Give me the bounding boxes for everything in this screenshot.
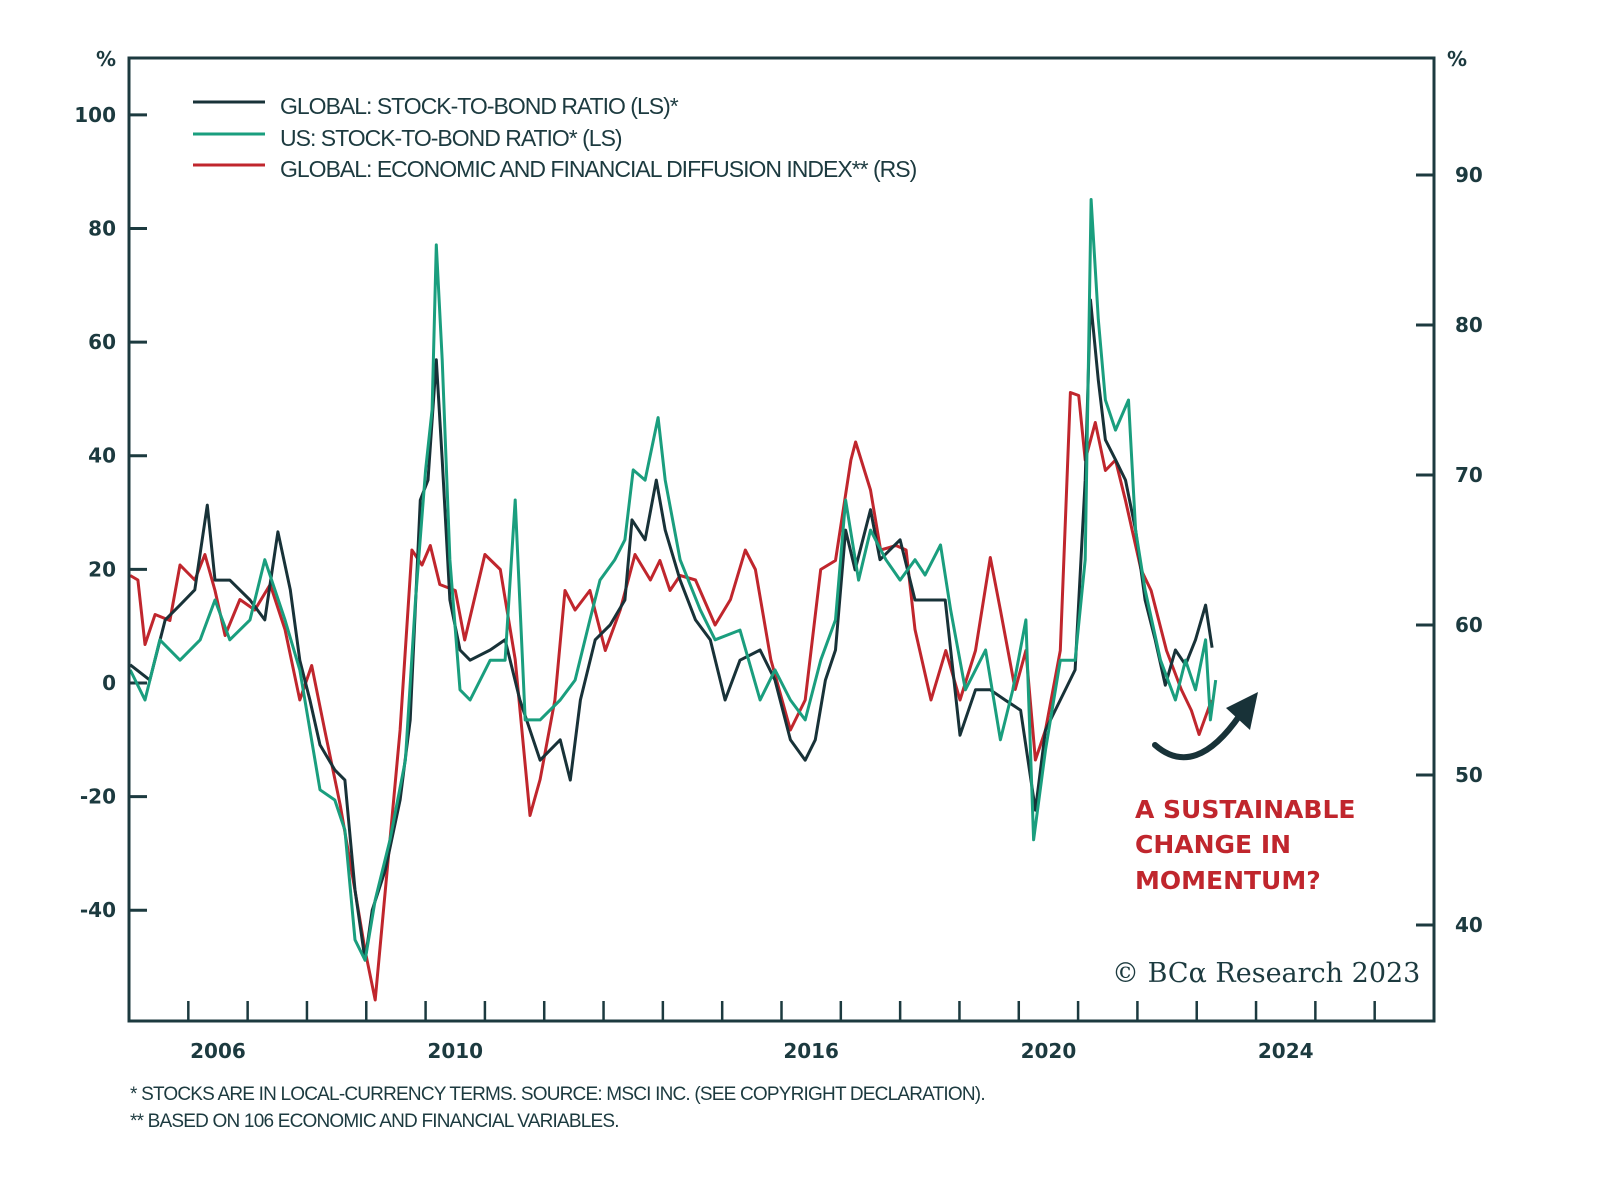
- diffusion-index-line: [129, 391, 1214, 1002]
- left-tick-label: 60: [88, 330, 116, 354]
- axis-ticks: [129, 113, 1434, 1021]
- legend: GLOBAL: STOCK-TO-BOND RATIO (LS)* US: ST…: [193, 93, 918, 182]
- right-tick-label: 80: [1455, 313, 1483, 337]
- left-tick-label: 80: [88, 216, 116, 240]
- left-tick-label: -40: [80, 898, 116, 922]
- x-tick-label: 2006: [190, 1039, 246, 1063]
- callout-line-1: A SUSTAINABLE: [1135, 795, 1355, 824]
- left-tick-label: 40: [88, 444, 116, 468]
- right-axis-unit: %: [1447, 47, 1467, 71]
- callout-line-2: CHANGE IN: [1135, 830, 1291, 859]
- right-tick-label: 40: [1455, 913, 1483, 937]
- footnote-1: * STOCKS ARE IN LOCAL-CURRENCY TERMS. SO…: [130, 1084, 985, 1105]
- right-tick-label: 70: [1455, 463, 1483, 487]
- callout-line-3: MOMENTUM?: [1135, 866, 1321, 895]
- x-tick-label: 2024: [1258, 1039, 1314, 1063]
- left-axis-unit: %: [96, 47, 116, 71]
- left-tick-label: 100: [74, 103, 116, 127]
- plot-frame: [127, 56, 1436, 1023]
- x-axis-labels: 2006 2010 2016 2020 2024: [190, 1039, 1313, 1063]
- left-tick-label: 20: [88, 557, 116, 581]
- right-axis-labels: 90 80 70 60 50 40: [1455, 163, 1483, 937]
- left-axis-labels: 100 80 60 40 20 0 -20 -40: [74, 103, 116, 922]
- left-tick-label: -20: [80, 785, 116, 809]
- legend-label-diffusion: GLOBAL: ECONOMIC AND FINANCIAL DIFFUSION…: [280, 156, 917, 182]
- right-tick-label: 90: [1455, 163, 1483, 187]
- x-tick-label: 2010: [427, 1039, 483, 1063]
- series-lines: [128, 198, 1218, 1002]
- right-tick-label: 60: [1455, 613, 1483, 637]
- x-tick-label: 2020: [1021, 1039, 1077, 1063]
- legend-label-us: US: STOCK-TO-BOND RATIO* (LS): [280, 125, 622, 151]
- x-tick-label: 2016: [783, 1039, 839, 1063]
- us-stock-bond-line: [128, 198, 1218, 962]
- copyright-watermark: © BCα Research 2023: [1112, 958, 1420, 989]
- footnote-2: ** BASED ON 106 ECONOMIC AND FINANCIAL V…: [130, 1111, 619, 1132]
- momentum-arrow-icon: [1152, 692, 1258, 761]
- left-tick-label: 0: [102, 671, 116, 695]
- legend-label-global: GLOBAL: STOCK-TO-BOND RATIO (LS)*: [280, 93, 679, 119]
- global-stock-bond-line: [129, 298, 1214, 962]
- right-tick-label: 50: [1455, 763, 1483, 787]
